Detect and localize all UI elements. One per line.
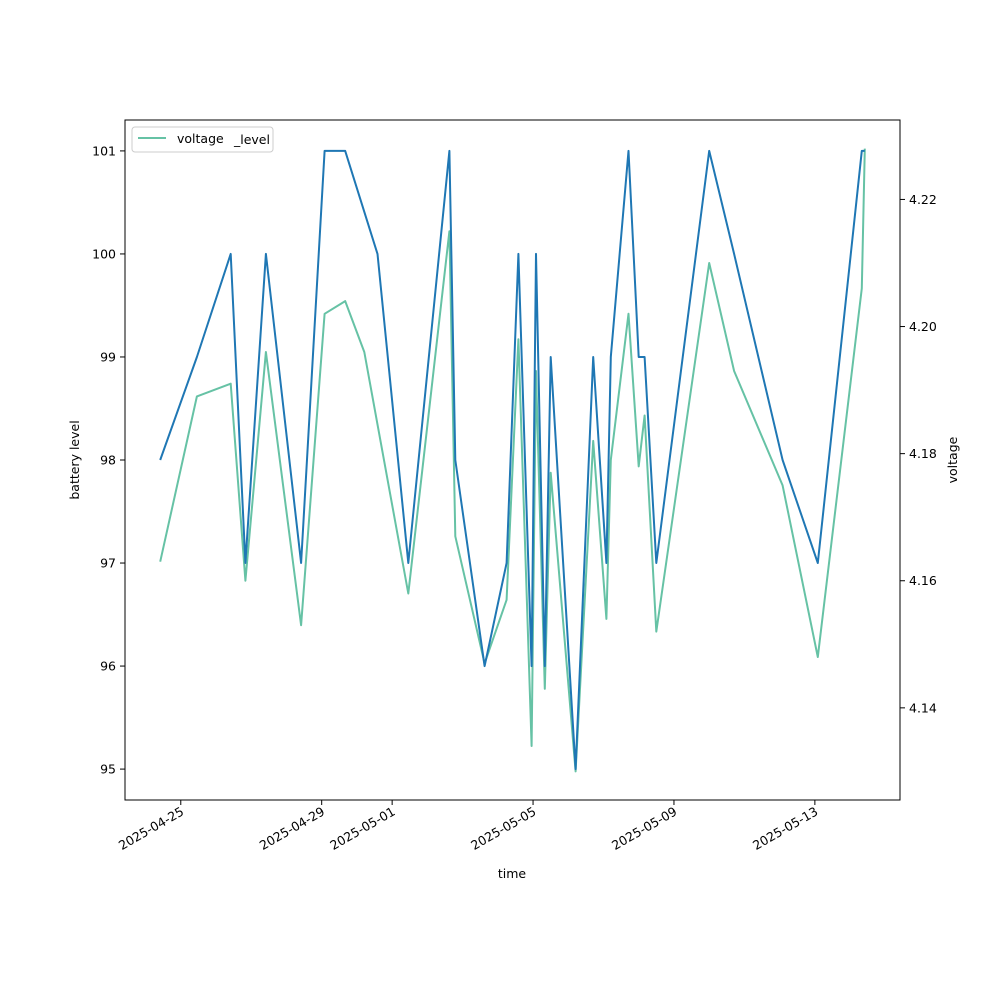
y-tick-label: 100	[92, 246, 116, 261]
y2-tick-label: 4.20	[909, 319, 937, 334]
x-tick-label: 2025-05-13	[750, 804, 820, 853]
y2-tick-label: 4.18	[909, 446, 937, 461]
legend: voltage _level	[131, 126, 274, 153]
x-tick-label: 2025-04-25	[116, 804, 186, 853]
y2-tick-label: 4.16	[909, 573, 937, 588]
legend-box	[131, 126, 274, 153]
y-tick-label: 99	[100, 349, 116, 364]
x-axis: 2025-04-25 2025-04-29 2025-05-01 2025-05-05…	[116, 800, 820, 853]
x-tick-label: 2025-04-29	[257, 804, 327, 853]
series-line-battery-level	[159, 149, 865, 771]
series-line-voltage	[159, 148, 866, 773]
legend-label-battery-suffix: _level	[233, 132, 270, 147]
y-tick-label: 98	[100, 453, 116, 468]
y-tick-label: 95	[100, 762, 116, 777]
y-tick-label: 97	[100, 556, 116, 571]
y-axis-label: battery level	[67, 420, 82, 499]
x-tick-label: 2025-05-05	[468, 804, 538, 853]
x-tick-label: 2025-05-09	[609, 804, 679, 853]
y-axis-left: 95 96 97 98 99 100 101	[92, 143, 125, 777]
y2-tick-label: 4.14	[909, 700, 937, 715]
plot-area	[159, 148, 866, 773]
y-tick-label: 96	[100, 659, 116, 674]
y2-axis-label: voltage	[945, 436, 960, 483]
y-tick-label: 101	[92, 143, 116, 158]
y-axis-right: 4.14 4.16 4.18 4.20 4.22	[900, 192, 937, 715]
y2-tick-label: 4.22	[909, 192, 937, 207]
x-tick-label: 2025-05-01	[327, 804, 397, 853]
legend-label-voltage: voltage	[177, 131, 224, 146]
x-axis-label: time	[498, 866, 527, 881]
